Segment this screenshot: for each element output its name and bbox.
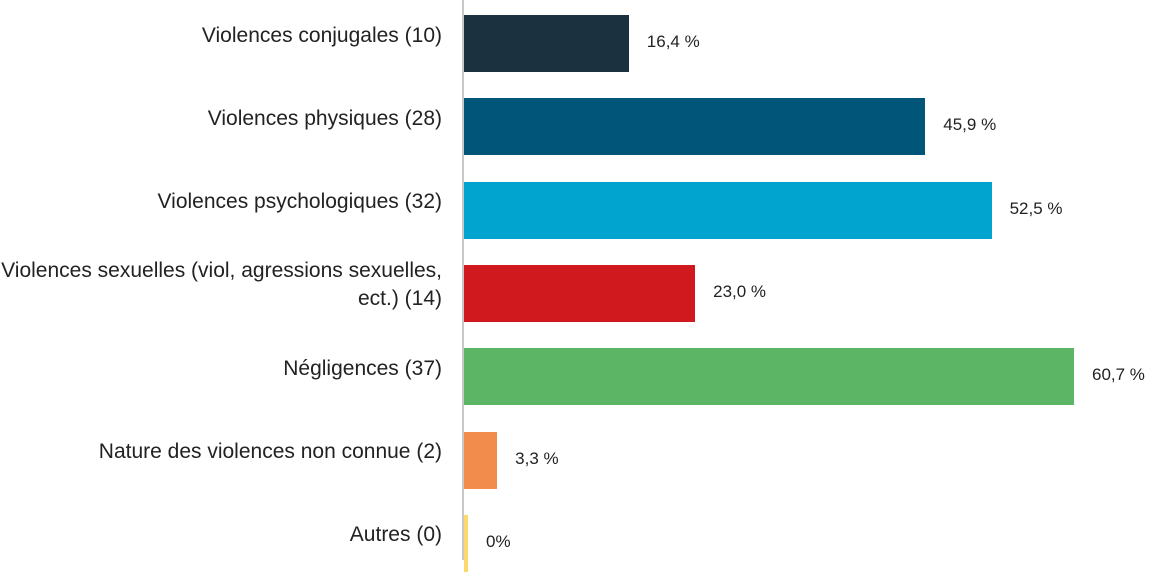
- category-label: Violences sexuelles (viol, agressions se…: [1, 259, 442, 311]
- bar: [464, 181, 992, 239]
- value-label: 60,7 %: [1092, 365, 1145, 385]
- value-label: 52,5 %: [1009, 198, 1063, 218]
- category-label: Nature des violences non connue (2): [98, 440, 442, 463]
- axis-line: [462, 0, 464, 560]
- category-label: Violences psychologiques (32): [157, 190, 442, 214]
- value-label: 0%: [486, 531, 511, 551]
- category-label: Violences physiques (28): [207, 106, 442, 130]
- value-label: 16,4 %: [646, 32, 700, 51]
- value-label: 3,3 %: [515, 448, 559, 468]
- category-label: Violences conjugales (10): [201, 23, 442, 47]
- bar: [464, 348, 1074, 406]
- value-label: 45,9 %: [943, 115, 997, 135]
- bar: [464, 431, 498, 489]
- bar: [464, 15, 629, 72]
- bar: [464, 98, 926, 156]
- category-label: Négligences (37): [283, 356, 442, 380]
- value-label: 23,0 %: [713, 281, 767, 301]
- category-label: Autres (0): [349, 523, 442, 547]
- bar: [464, 264, 696, 322]
- bar: [464, 514, 468, 572]
